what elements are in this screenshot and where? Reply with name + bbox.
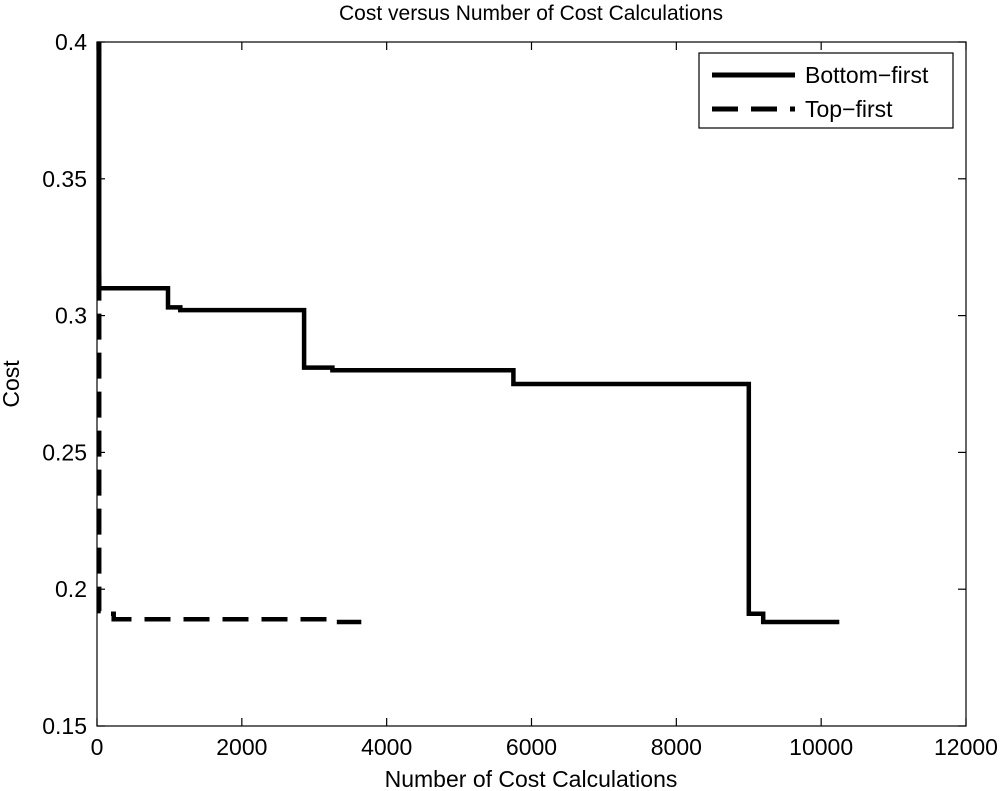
y-tick-label: 0.2 xyxy=(55,576,87,602)
legend-box xyxy=(698,52,954,129)
x-tick-label: 4000 xyxy=(361,734,412,760)
chart-title: Cost versus Number of Cost Calculations xyxy=(339,2,723,25)
x-tick-label: 6000 xyxy=(506,734,557,760)
y-tick-label: 0.15 xyxy=(42,713,87,739)
series-line-top-first xyxy=(96,274,362,625)
ticks-layer: 0 2000 4000 6000 8000 10000 12000 0.15 0.2 0.25 0.… xyxy=(42,29,998,760)
y-tick-label: 0.3 xyxy=(55,303,87,329)
y-axis-label: Cost xyxy=(0,360,24,408)
legend: Bottom−first Top−first xyxy=(698,52,954,129)
series-layer xyxy=(96,42,840,625)
x-axis-label: Number of Cost Calculations xyxy=(385,766,678,791)
series-line-bottom-first xyxy=(96,42,840,625)
y-tick-label: 0.25 xyxy=(42,439,87,465)
y-tick-label: 0.35 xyxy=(42,166,87,192)
x-tick-label: 2000 xyxy=(216,734,267,760)
y-tick-label: 0.4 xyxy=(55,29,87,55)
legend-label-top-first: Top−first xyxy=(805,96,893,122)
x-tick-label: 8000 xyxy=(651,734,702,760)
x-tick-label: 12000 xyxy=(934,734,998,760)
legend-label-bottom-first: Bottom−first xyxy=(805,62,929,88)
x-tick-label: 0 xyxy=(91,734,104,760)
x-tick-label: 10000 xyxy=(789,734,853,760)
